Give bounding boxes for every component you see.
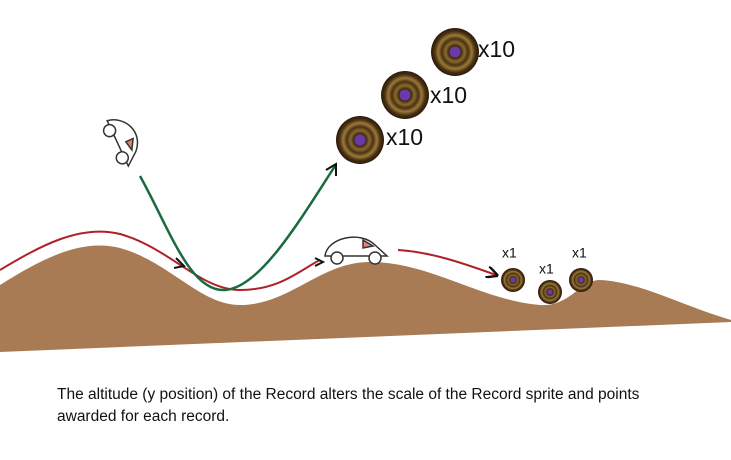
- car: [324, 236, 389, 265]
- car-jumping: [102, 119, 139, 168]
- points-label: x1: [502, 245, 517, 261]
- record: [501, 268, 525, 292]
- arrow-head: [314, 257, 326, 267]
- record: [538, 280, 562, 304]
- jump-arc: [138, 165, 337, 292]
- record: [381, 71, 429, 119]
- points-label: x1: [572, 245, 587, 261]
- arrow-head: [325, 162, 337, 176]
- path-line: [0, 230, 321, 292]
- points-label: x10: [430, 82, 467, 108]
- points-label: x1: [539, 261, 554, 277]
- arrow-head: [173, 257, 187, 269]
- points-label: x10: [386, 124, 423, 150]
- path-line: [397, 249, 496, 275]
- record: [336, 116, 384, 164]
- record: [569, 268, 593, 292]
- caption-line: The altitude (y position) of the Record …: [57, 386, 640, 403]
- record: [431, 28, 479, 76]
- caption-line: awarded for each record.: [57, 408, 230, 425]
- caption: The altitude (y position) of the Record …: [57, 384, 639, 428]
- points-label: x10: [478, 36, 515, 62]
- hill: [0, 245, 731, 352]
